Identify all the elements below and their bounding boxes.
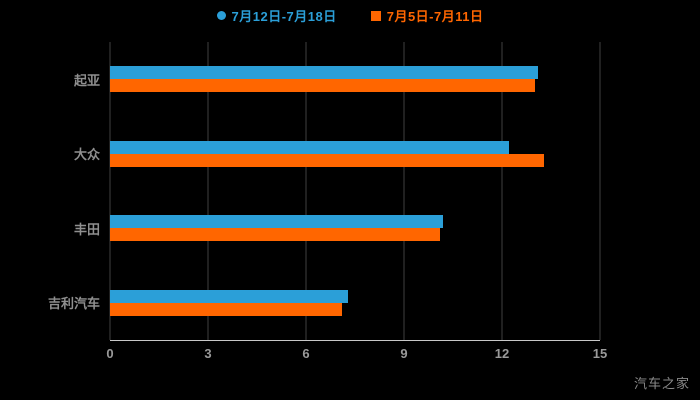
chart-rows: 起亚大众丰田吉利汽车 [48, 42, 600, 341]
gridline [599, 42, 601, 340]
category-label: 丰田 [73, 221, 100, 237]
bar-segment[interactable] [110, 215, 444, 229]
legend-label-week1: 7月5日-7月11日 [386, 9, 484, 24]
x-tick-label: 12 [494, 346, 510, 361]
bar-group [110, 66, 600, 93]
watermark-text: 汽车之家 [633, 376, 690, 391]
legend-label-week2: 7月12日-7月18日 [231, 9, 337, 24]
chart-row: 丰田 [74, 191, 600, 266]
chart-row: 起亚 [74, 42, 600, 117]
bar-segment[interactable] [110, 140, 509, 154]
bar-group [110, 140, 600, 167]
chart-row: 吉利汽车 [48, 266, 600, 341]
category-label: 吉利汽车 [47, 296, 100, 312]
bar-group [110, 289, 600, 316]
plot-area: 起亚大众丰田吉利汽车 [48, 42, 601, 341]
x-tick-label: 6 [302, 346, 310, 361]
x-axis-ticks: 0 3 6 9 12 15 [106, 346, 607, 362]
bar-segment[interactable] [110, 66, 538, 80]
chart-row: 大众 [74, 117, 600, 192]
bar-segment[interactable] [110, 153, 545, 167]
category-label: 大众 [73, 147, 100, 163]
legend-item-week1[interactable]: 7月5日-7月11日 [370, 6, 484, 25]
chart-legend: 7月12日-7月18日 7月5日-7月11日 [0, 6, 700, 25]
gridline [403, 42, 405, 340]
bar-segment[interactable] [110, 79, 535, 93]
x-tick-label: 3 [204, 346, 212, 361]
gridline [305, 42, 307, 340]
bar-segment[interactable] [110, 228, 440, 242]
category-label: 起亚 [73, 72, 100, 88]
bar-segment[interactable] [110, 302, 342, 316]
x-tick-label: 9 [400, 346, 408, 361]
gridline [207, 42, 209, 340]
gridline [109, 42, 111, 340]
legend-marker-square-icon [370, 10, 381, 21]
bar-segment[interactable] [110, 289, 349, 303]
legend-marker-circle-icon [216, 11, 226, 20]
bar-group [110, 215, 600, 242]
x-tick-label: 15 [592, 346, 608, 361]
legend-item-week2[interactable]: 7月12日-7月18日 [216, 6, 337, 25]
x-tick-label: 0 [106, 346, 114, 361]
gridline [501, 42, 503, 340]
